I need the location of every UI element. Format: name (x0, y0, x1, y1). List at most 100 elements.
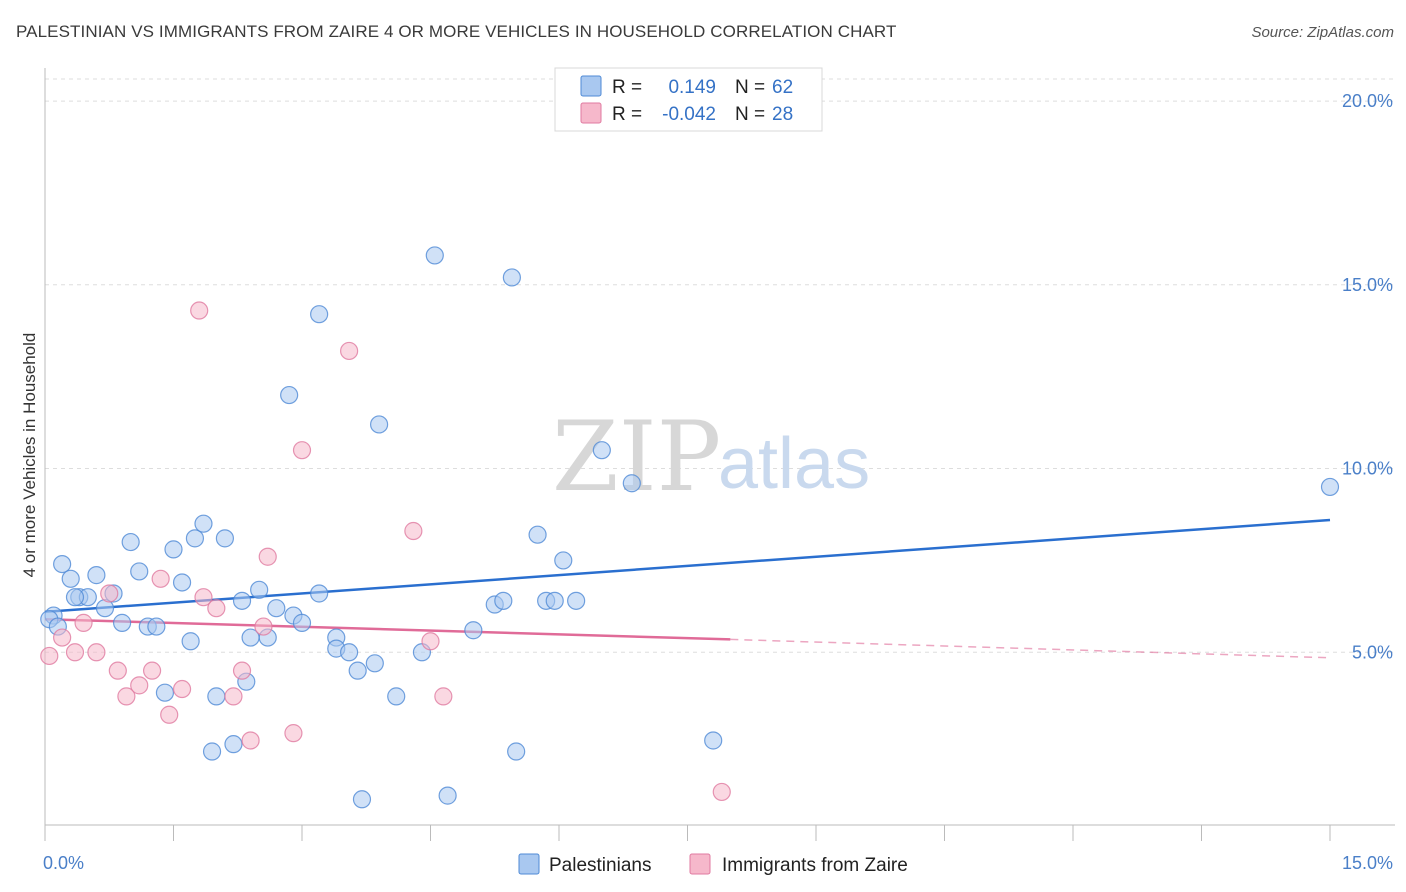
palestinians-point (502, 268, 521, 287)
x-tick-label: 0.0% (43, 853, 84, 873)
legend-swatch-zaire (580, 102, 602, 124)
palestinians-point (348, 661, 367, 680)
legend-r-label: R = (612, 104, 642, 125)
y-axis-label: 4 or more Vehicles in Household (20, 333, 39, 578)
zaire-point (53, 628, 72, 647)
zaire-point (241, 731, 260, 750)
correlation-legend: R = 0.149 N = 62 R = -0.042 N = 28 (554, 67, 823, 132)
palestinians-point (340, 643, 359, 662)
zaire-point (224, 687, 243, 706)
palestinians-point (130, 562, 149, 581)
chart-title: PALESTINIAN VS IMMIGRANTS FROM ZAIRE 4 O… (16, 22, 897, 41)
palestinians-point (65, 588, 85, 607)
palestinians-point (352, 790, 372, 809)
legend-n-label: N = (735, 77, 765, 98)
zaire-point (190, 301, 209, 320)
trend-lines (44, 518, 1331, 659)
zaire-point (172, 679, 192, 699)
zaire-point (207, 599, 226, 618)
palestinians-point (155, 683, 175, 702)
zaire-point (254, 617, 273, 636)
zaire-point (65, 643, 85, 662)
palestinians-point (438, 786, 457, 805)
palestinians-point (232, 591, 252, 610)
y-tick-label: 5.0% (1352, 642, 1393, 662)
palestinians-point (704, 731, 723, 750)
zaire-point (108, 661, 127, 680)
palestinians-point (215, 529, 234, 548)
palestinians-point (622, 474, 641, 493)
palestinians-point (224, 735, 243, 754)
palestinians-point (207, 687, 226, 706)
palestinians-point (494, 591, 513, 610)
palestinians-point (545, 591, 564, 610)
palestinians-point (567, 591, 586, 610)
palestinians-point (507, 742, 526, 761)
legend-r-value: -0.042 (662, 104, 716, 125)
zaire-point (421, 632, 440, 651)
palestinians-point (280, 385, 299, 405)
zaire-point (258, 547, 277, 566)
zaire-point (130, 676, 149, 695)
source-credit: Source: ZipAtlas.com (1251, 24, 1394, 41)
zaire-point (142, 661, 162, 680)
zaire-point (434, 687, 453, 706)
palestinians-point (194, 514, 213, 533)
data-points (40, 246, 1340, 809)
palestinians-point (172, 573, 192, 592)
series-legend: Palestinians Immigrants from Zaire (518, 853, 908, 876)
zaire-point (40, 646, 59, 666)
y-tick-label: 10.0% (1342, 459, 1393, 479)
legend-r-value: 0.149 (668, 77, 716, 98)
palestinians-point (365, 654, 384, 673)
watermark: ZIP atlas (552, 401, 870, 513)
zaire-trend-extension (730, 638, 1331, 659)
zaire-point (232, 661, 252, 680)
zaire-point (151, 569, 170, 588)
zaire-point (100, 584, 119, 603)
zaire-point (284, 724, 303, 743)
y-tick-label: 20.0% (1342, 91, 1393, 111)
zaire-point (74, 613, 93, 632)
zaire-point (160, 705, 179, 724)
palestinians-point (370, 415, 389, 434)
zaire-point (194, 588, 213, 607)
zaire-point (340, 341, 359, 361)
palestinians-point (464, 621, 483, 640)
palestinians-point (387, 687, 406, 706)
zaire-point (404, 521, 423, 541)
zaire-point (87, 643, 106, 662)
legend-n-value: 62 (772, 77, 793, 98)
watermark-atlas: atlas (718, 424, 870, 504)
palestinians-point (425, 246, 444, 265)
palestinians-point (185, 529, 205, 548)
axes (44, 68, 1395, 841)
zaire-point (117, 687, 136, 706)
palestinians-point (528, 525, 547, 544)
legend-n-label: N = (735, 104, 765, 125)
palestinians-point (202, 742, 222, 761)
palestinians-point (310, 584, 329, 603)
bottom-legend-label-zaire: Immigrants from Zaire (722, 855, 908, 876)
legend-r-label: R = (612, 77, 642, 98)
watermark-zip: ZIP (552, 401, 721, 513)
palestinians-point (292, 613, 312, 632)
palestinians-point (554, 551, 573, 570)
palestinians-point (592, 441, 611, 460)
palestinians-point (310, 305, 329, 324)
y-tick-label: 15.0% (1342, 275, 1393, 295)
palestinians-point (250, 580, 269, 599)
legend-swatch-palestinians (580, 75, 602, 97)
bottom-legend-swatch-palestinians (518, 853, 540, 875)
palestinians-point (164, 540, 183, 559)
grid-lines (45, 78, 1395, 653)
palestinians-point (87, 566, 106, 585)
palestinians-point (147, 617, 166, 636)
palestinians-point (61, 569, 80, 588)
legend-n-value: 28 (772, 104, 793, 125)
zaire-point (712, 782, 731, 802)
bottom-legend-label-palestinians: Palestinians (549, 855, 651, 876)
palestinians-point (121, 532, 140, 552)
bottom-legend-swatch-zaire (689, 853, 711, 875)
